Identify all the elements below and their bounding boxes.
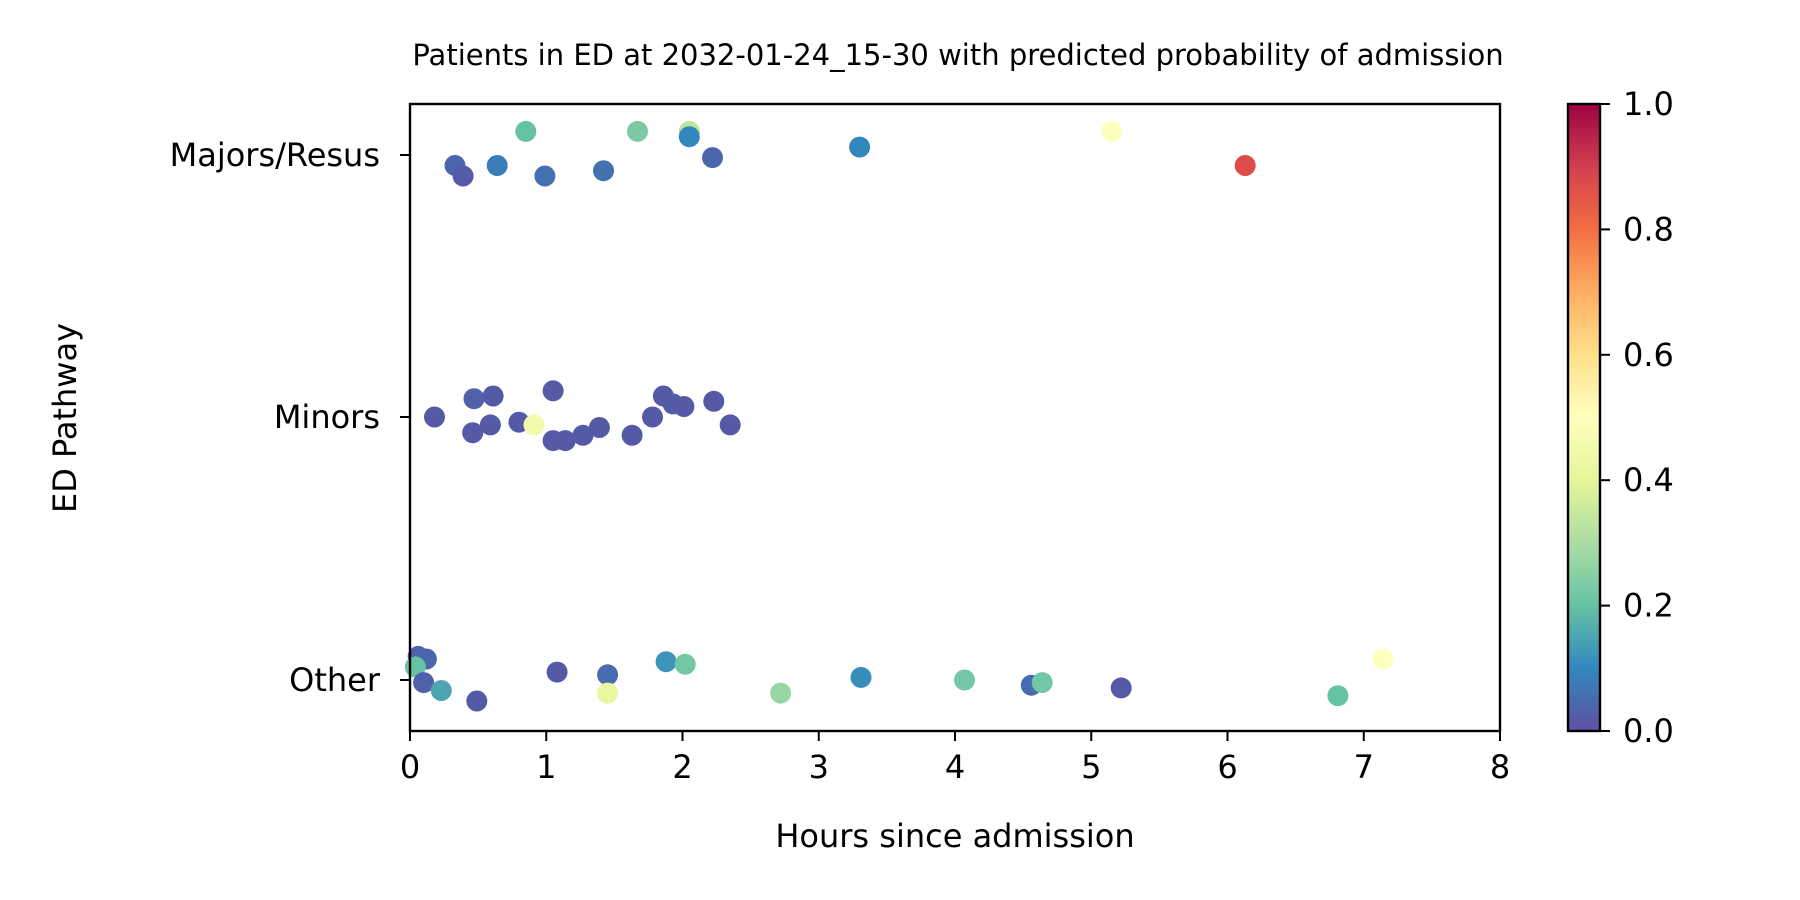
x-tick-label: 0	[400, 748, 420, 786]
x-tick-label: 2	[672, 748, 692, 786]
data-point	[1031, 672, 1053, 694]
data-point	[642, 406, 663, 428]
data-point	[452, 165, 474, 187]
data-point	[702, 147, 723, 169]
data-point	[486, 155, 508, 176]
data-point	[673, 396, 695, 417]
data-point	[546, 661, 568, 683]
chart-title: Patients in ED at 2032-01-24_15-30 with …	[412, 38, 1503, 72]
data-point	[430, 680, 452, 701]
data-point	[1110, 677, 1132, 699]
y-category-label: Other	[289, 661, 381, 699]
colorbar-tick-label: 0.6	[1623, 336, 1674, 374]
data-point	[719, 414, 741, 436]
data-point	[462, 422, 484, 444]
colorbar: 0.0 0.2 0.4 0.6 0.8 1.0	[1566, 85, 1674, 750]
data-point	[597, 664, 619, 686]
data-point	[627, 120, 648, 142]
data-point	[1101, 120, 1123, 142]
colorbar-ticks: 0.0 0.2 0.4 0.6 0.8 1.0	[1600, 85, 1674, 750]
data-point	[597, 682, 619, 704]
data-point	[1327, 685, 1349, 707]
points-layer	[404, 120, 1394, 712]
x-axis: 0 1 2 3 4 5 6 7 8	[400, 731, 1510, 786]
x-tick-label: 1	[536, 748, 556, 786]
colorbar-tick-label: 0.8	[1623, 210, 1674, 248]
data-point	[479, 414, 501, 436]
colorbar-tick-label: 0.2	[1623, 587, 1674, 625]
x-tick-label: 4	[945, 748, 965, 786]
data-point	[554, 430, 576, 452]
data-point	[572, 424, 594, 446]
y-category-label: Minors	[274, 398, 380, 436]
data-point	[954, 669, 975, 691]
y-category-label: Majors/Resus	[170, 136, 380, 174]
x-tick-label: 5	[1081, 748, 1101, 786]
data-point	[482, 385, 504, 407]
data-point	[621, 424, 643, 446]
x-tick-label: 7	[1354, 748, 1374, 786]
data-point	[523, 414, 545, 436]
plot-frame	[408, 102, 1502, 733]
data-point	[770, 682, 792, 704]
y-axis-label: ED Pathway	[46, 323, 84, 513]
data-point	[674, 653, 696, 675]
data-point	[534, 165, 556, 187]
colorbar-tick-label: 0.4	[1623, 461, 1674, 499]
colorbar-tick-label: 1.0	[1623, 85, 1674, 123]
x-tick-label: 8	[1490, 748, 1510, 786]
y-axis: Majors/Resus Minors Other	[170, 136, 410, 699]
data-point	[850, 666, 872, 688]
data-point	[593, 160, 614, 182]
colorbar-tick-label: 0.0	[1623, 712, 1674, 750]
colorbar-gradient	[1566, 102, 1602, 733]
data-point	[515, 120, 537, 142]
data-point	[463, 388, 485, 410]
data-point	[678, 126, 700, 148]
data-point	[413, 672, 435, 694]
x-tick-label: 6	[1217, 748, 1237, 786]
x-axis-label: Hours since admission	[775, 817, 1134, 855]
data-point	[466, 690, 488, 712]
data-point	[849, 136, 871, 158]
x-tick-label: 3	[809, 748, 829, 786]
data-point	[1234, 155, 1256, 176]
data-point	[703, 390, 725, 412]
data-point	[542, 380, 564, 402]
data-point	[655, 651, 677, 673]
data-point	[424, 406, 445, 428]
data-point	[1372, 648, 1394, 670]
data-point	[588, 417, 610, 438]
